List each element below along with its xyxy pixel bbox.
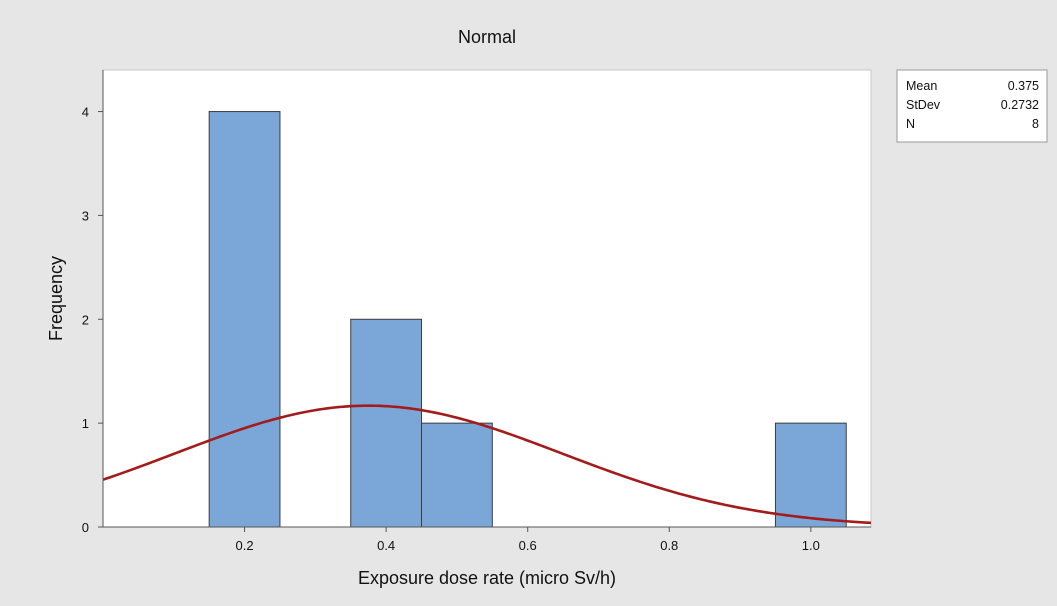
- stats-legend: Mean 0.375 StDev 0.2732 N 8: [896, 69, 1048, 143]
- y-axis-title: Frequency: [46, 256, 66, 341]
- y-tick-label: 4: [82, 105, 89, 120]
- histogram-bar-3: [421, 422, 493, 528]
- x-tick-label: 0.6: [519, 538, 537, 553]
- y-tick-label: 2: [82, 312, 89, 327]
- stats-value: 8: [1032, 117, 1039, 131]
- x-axis: 0.2 0.4 0.6 0.8 1.0: [103, 526, 871, 553]
- x-tick-label: 1.0: [802, 538, 820, 553]
- y-tick-label: 0: [82, 520, 89, 535]
- stats-label: N: [906, 117, 915, 131]
- stats-label: StDev: [906, 98, 941, 112]
- histogram-bar-2: [350, 318, 423, 528]
- x-axis-title: Exposure dose rate (micro Sv/h): [358, 568, 616, 588]
- normal-fit-curve: [102, 404, 872, 525]
- stats-label: Mean: [906, 79, 937, 93]
- stats-value: 0.375: [1008, 79, 1039, 93]
- stats-value: 0.2732: [1001, 98, 1039, 112]
- histogram-bar-4: [774, 422, 847, 528]
- y-axis: 0 1 2 3 4: [82, 70, 104, 535]
- bars-layer: [208, 111, 847, 528]
- histogram-bar-1: [208, 111, 281, 528]
- chart-title: Normal: [458, 27, 516, 47]
- stats-legend-box: [896, 69, 1048, 143]
- x-tick-label: 0.2: [236, 538, 254, 553]
- x-tick-label: 0.4: [377, 538, 395, 553]
- y-tick-label: 1: [82, 416, 89, 431]
- x-tick-label: 0.8: [660, 538, 678, 553]
- y-tick-label: 3: [82, 208, 89, 223]
